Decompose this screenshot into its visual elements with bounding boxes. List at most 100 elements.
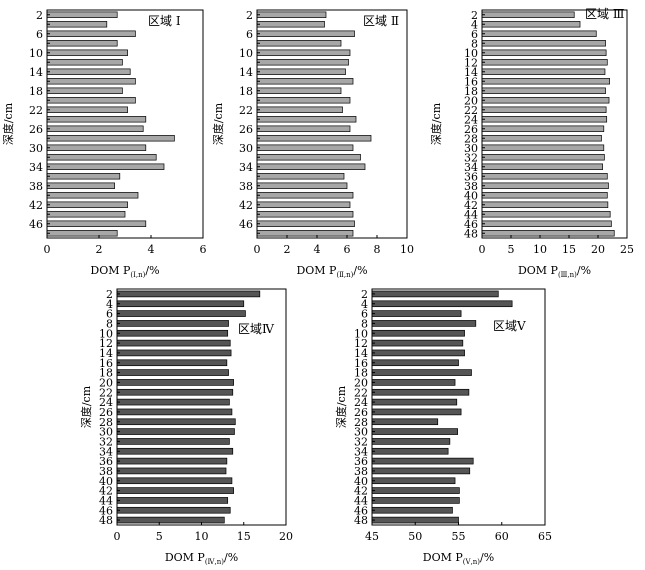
chart2-xlabel: DOM P(Ⅱ,n)/% [296, 264, 367, 279]
chart2-ytick-label-22: 22 [239, 104, 253, 117]
chart4-bar-depth-46 [116, 506, 231, 514]
chart1-bar-depth-8 [46, 40, 118, 47]
chart5-ylabel: 深度/cm [334, 385, 348, 428]
chart5-xlabel-subscript: (Ⅴ,n) [463, 558, 481, 566]
chart5-bar-depth-28 [371, 418, 439, 426]
chart2-xtick-label-8: 8 [374, 243, 381, 256]
chart3-ytick-label-14: 14 [464, 66, 478, 79]
chart5-bar-depth-36 [371, 457, 474, 465]
chart1-xlabel-unit: /% [145, 264, 159, 277]
chart1-plot-frame [46, 9, 204, 239]
chart2-bar-depth-48 [256, 230, 354, 237]
chart1-bar-depth-2 [46, 11, 118, 18]
chart1-bar-depth-12 [46, 59, 123, 66]
chart4-bar-depth-22 [116, 388, 234, 396]
chart5-bar-depth-40 [371, 477, 456, 485]
chart5-bar-depth-4 [371, 300, 513, 308]
chart2-bar-depth-28 [256, 135, 372, 142]
chart5-bar-depth-38 [371, 467, 471, 475]
chart3-ytick-label-28: 28 [464, 132, 478, 145]
chart1-bar-depth-14 [46, 68, 131, 75]
chart5-bar-depth-14 [371, 349, 465, 357]
chart4-xlabel-unit: /% [224, 551, 238, 564]
chart1-bar-depth-26 [46, 125, 144, 132]
chart4-bar-depth-42 [116, 487, 234, 494]
chart4-ytick-label-32: 32 [99, 435, 113, 448]
chart3-bar-depth-4 [481, 21, 581, 28]
chart5-bar-depth-2 [371, 290, 499, 298]
chart3-xtick-label-15: 15 [562, 243, 576, 256]
chart1-bar-depth-18 [46, 87, 123, 94]
chart4-bar-depth-26 [116, 408, 233, 416]
chart5-ytick-label-30: 30 [354, 426, 368, 439]
chart2-ytick-label-14: 14 [239, 66, 253, 79]
chart1-xtick-label-6: 6 [200, 243, 207, 256]
chart5-ytick-label-48: 48 [354, 514, 368, 527]
chart4-ytick-label-48: 48 [99, 514, 113, 527]
chart1-ytick-label-22: 22 [29, 104, 43, 117]
chart3-ytick-label-40: 40 [464, 189, 478, 202]
chart4-ytick-label-6: 6 [106, 308, 113, 321]
chart2-ytick-label-34: 34 [239, 161, 253, 174]
chart1-bar-depth-4 [46, 21, 108, 28]
chart3-ytick-label-34: 34 [464, 161, 478, 174]
chart5-ytick-label-26: 26 [354, 406, 368, 419]
chart4-ytick-label-20: 20 [99, 376, 113, 389]
chart2-ytick-label-2: 2 [246, 9, 253, 22]
chart3-bar-depth-26 [481, 125, 605, 132]
chart3-ytick-label-20: 20 [464, 94, 478, 107]
chart1-bar-depth-46 [46, 220, 147, 227]
chart5-ytick-label-44: 44 [354, 494, 368, 507]
chart3-xlabel-subscript: (Ⅲ,n) [558, 271, 577, 279]
chart5-ytick-label-34: 34 [354, 445, 368, 458]
chart2-bar-depth-14 [256, 68, 346, 75]
chart3-ytick-label-44: 44 [464, 208, 478, 221]
chart1-bar-depth-20 [46, 97, 136, 104]
chart5-xtick-label-50: 50 [408, 530, 422, 543]
chart5-ytick-label-38: 38 [354, 465, 368, 478]
chart1-xlabel-subscript: (Ⅰ,n) [130, 271, 145, 279]
chart5-bar-depth-6 [371, 310, 462, 317]
chart3-ytick-label-16: 16 [464, 75, 478, 88]
chart3-xlabel-unit: /% [577, 264, 591, 277]
chart1-bar-depth-34 [46, 163, 165, 170]
chart3-bar-depth-44 [481, 211, 611, 218]
chart3-bar-depth-40 [481, 192, 608, 199]
chart2-bar-depth-20 [256, 97, 351, 104]
chart2-ytick-label-10: 10 [239, 47, 253, 60]
chart1-bar-depth-36 [46, 173, 121, 180]
chart3-ytick-label-32: 32 [464, 151, 478, 164]
chart2-bar-depth-2 [256, 11, 327, 18]
chart3-xtick-label-25: 25 [620, 243, 634, 256]
chart3-ytick-label-8: 8 [471, 37, 478, 50]
chart1-ytick-label-42: 42 [29, 199, 43, 212]
chart2-ylabel: 深度/cm [211, 102, 225, 145]
chart1-xtick-label-4: 4 [148, 243, 155, 256]
chart2-xtick-label-6: 6 [344, 243, 351, 256]
chart3-bar-depth-34 [481, 163, 603, 170]
chart1-xtick-label-0: 0 [44, 243, 51, 256]
chart4-ytick-label-18: 18 [99, 367, 113, 380]
chart2-region-label: 区域 Ⅱ [363, 14, 399, 28]
chart3-bar-depth-10 [481, 49, 607, 56]
chart1-bar-depth-30 [46, 144, 147, 151]
chart2-ytick-label-46: 46 [239, 218, 253, 231]
chart1-bar-depth-28 [46, 135, 175, 142]
chart4-ylabel: 深度/cm [79, 385, 93, 428]
chart3-ytick-label-2: 2 [471, 9, 478, 22]
chart3-bar-depth-28 [481, 135, 602, 142]
chart5-bar-depth-8 [371, 320, 477, 327]
chart3-xtick-label-5: 5 [508, 243, 515, 256]
chart3-region-label: 区域 Ⅲ [585, 7, 624, 21]
chart2-xtick-label-2: 2 [284, 243, 291, 256]
chart2-bar-depth-46 [256, 220, 355, 227]
chart2-bar-depth-30 [256, 144, 354, 151]
chart5-ytick-label-20: 20 [354, 376, 368, 389]
chart5-ytick-label-12: 12 [354, 337, 368, 350]
chart4-bar-depth-28 [116, 418, 236, 426]
chart3-bar-depth-38 [481, 182, 609, 189]
chart1-ylabel: 深度/cm [1, 102, 15, 145]
chart3-bar-depth-36 [481, 173, 608, 180]
chart4-ytick-label-46: 46 [99, 504, 113, 517]
